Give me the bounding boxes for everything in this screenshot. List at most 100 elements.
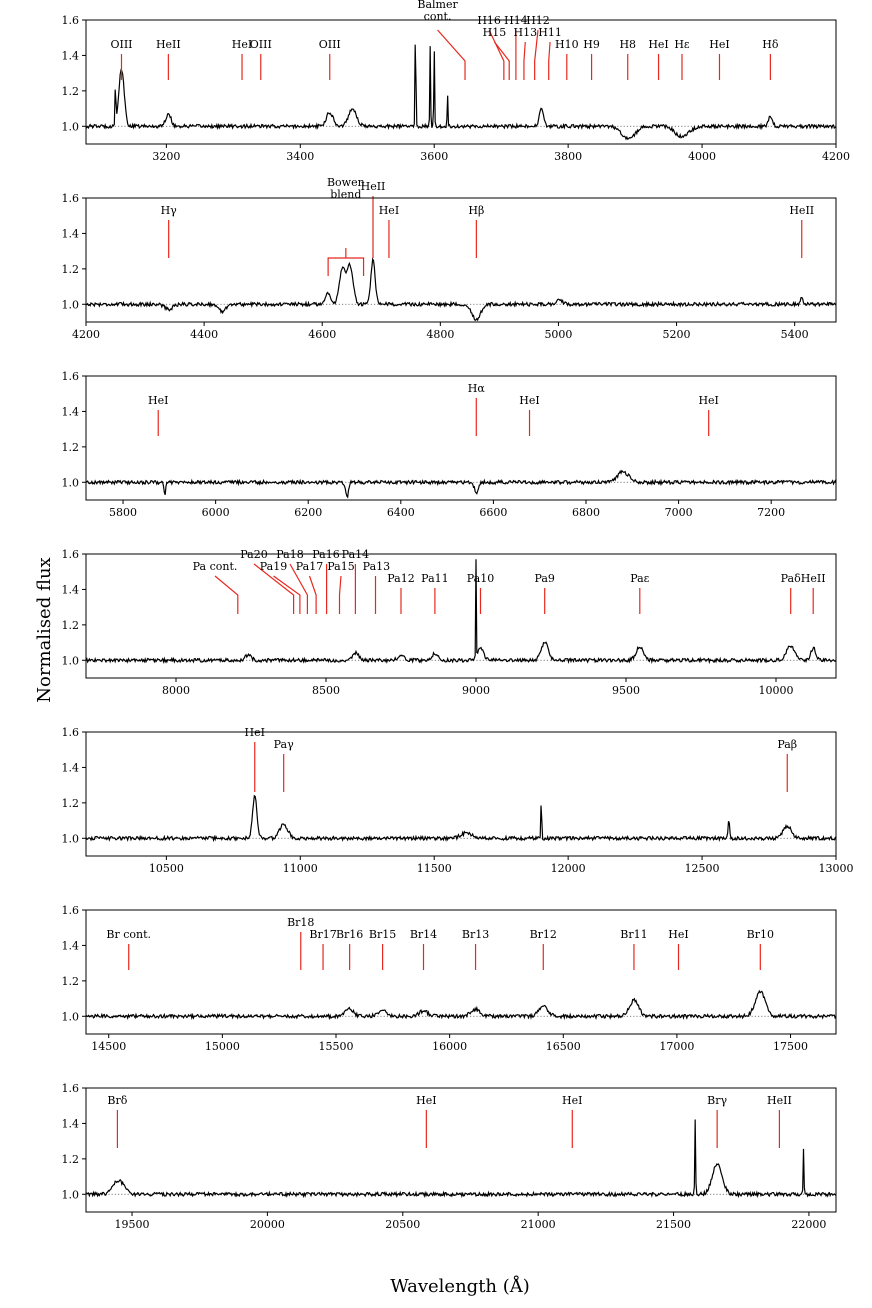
spectrum-line (86, 989, 836, 1021)
y-tick-label: 1.0 (62, 654, 80, 667)
line-label: H11 (538, 26, 562, 39)
line-label: Hδ (762, 38, 779, 51)
line-marker (253, 563, 295, 614)
line-label: Pa9 (534, 572, 554, 585)
line-marker (308, 575, 317, 614)
line-marker (523, 41, 526, 80)
x-tick-label: 21000 (521, 1218, 556, 1231)
spectrum-line (86, 469, 836, 499)
line-label-second: blend (330, 188, 361, 201)
line-marker (273, 575, 301, 614)
panel-frame (85, 731, 837, 857)
line-marker (338, 575, 342, 614)
y-tick-label: 1.2 (62, 85, 80, 98)
line-label: HeII (767, 1094, 792, 1107)
line-label: HeII (361, 180, 386, 193)
line-label: Paε (630, 572, 649, 585)
x-tick-label: 3200 (152, 150, 180, 163)
panel-frame (85, 375, 837, 501)
line-marker (289, 563, 308, 614)
line-label: Pa13 (363, 560, 390, 573)
panel-frame (85, 19, 837, 145)
line-label: HeI (709, 38, 729, 51)
line-label: HeI (562, 1094, 582, 1107)
line-label: Pa15 (327, 560, 354, 573)
panel-frame (85, 197, 837, 323)
line-label: HeI (698, 394, 718, 407)
x-tick-label: 3400 (286, 150, 314, 163)
x-tick-label: 11000 (283, 862, 318, 875)
y-tick-label: 1.6 (62, 726, 80, 739)
x-tick-label: 7200 (757, 506, 785, 519)
line-label: Bowen (327, 176, 365, 189)
y-tick-label: 1.0 (62, 476, 80, 489)
y-tick-label: 1.6 (62, 192, 80, 205)
x-tick-label: 21500 (656, 1218, 691, 1231)
x-tick-label: 4800 (426, 328, 454, 341)
y-tick-label: 1.6 (62, 14, 80, 27)
line-label: Br10 (747, 928, 774, 941)
x-tick-label: 14500 (91, 1040, 126, 1053)
x-tick-label: 4600 (308, 328, 336, 341)
x-tick-label: 5200 (663, 328, 691, 341)
y-axis-title: Normalised flux (34, 557, 55, 702)
x-tick-label: 15500 (319, 1040, 354, 1053)
x-tick-label: 20500 (385, 1218, 420, 1231)
line-label: HeI (668, 928, 688, 941)
panel-frame (85, 909, 837, 1035)
line-label: Br16 (336, 928, 363, 941)
line-label: HeII (156, 38, 181, 51)
x-tick-label: 6400 (387, 506, 415, 519)
panel-frame (85, 1087, 837, 1213)
line-label: Paδ (781, 572, 801, 585)
panel-frame (85, 553, 837, 679)
line-label: Hβ (468, 204, 484, 217)
y-tick-label: 1.2 (62, 797, 80, 810)
x-tick-label: 5000 (544, 328, 572, 341)
x-tick-label: 17000 (659, 1040, 694, 1053)
y-tick-label: 1.0 (62, 298, 80, 311)
line-label-second: cont. (424, 10, 452, 23)
spectrum-line (86, 1119, 836, 1199)
y-tick-label: 1.0 (62, 1188, 80, 1201)
y-tick-label: 1.4 (62, 49, 80, 62)
line-label: HeI (648, 38, 668, 51)
x-tick-label: 4400 (190, 328, 218, 341)
x-tick-label: 19500 (115, 1218, 150, 1231)
line-label: H9 (583, 38, 600, 51)
line-label: Br13 (462, 928, 489, 941)
line-marker (488, 29, 505, 80)
x-tick-label: 4000 (688, 150, 716, 163)
y-tick-label: 1.6 (62, 370, 80, 383)
line-label: H10 (555, 38, 579, 51)
bowen-bracket-marker (327, 248, 365, 276)
x-tick-label: 16500 (546, 1040, 581, 1053)
spectrum-line (86, 44, 836, 141)
y-tick-label: 1.6 (62, 904, 80, 917)
line-label: HeII (789, 204, 814, 217)
line-label: Pa12 (387, 572, 414, 585)
x-tick-label: 7000 (665, 506, 693, 519)
y-tick-label: 1.2 (62, 1153, 80, 1166)
x-tick-label: 16000 (432, 1040, 467, 1053)
x-tick-label: 6800 (572, 506, 600, 519)
y-tick-label: 1.4 (62, 1117, 80, 1130)
x-tick-label: 15000 (205, 1040, 240, 1053)
line-marker (214, 575, 239, 614)
line-label: OIII (319, 38, 341, 51)
x-tick-label: 3800 (554, 150, 582, 163)
line-marker (494, 41, 510, 80)
line-label: H8 (619, 38, 636, 51)
y-tick-label: 1.4 (62, 939, 80, 952)
x-tick-label: 22000 (791, 1218, 826, 1231)
line-label: Pa17 (296, 560, 323, 573)
y-tick-label: 1.4 (62, 405, 80, 418)
x-tick-label: 8000 (162, 684, 190, 697)
x-tick-label: 11500 (417, 862, 452, 875)
spectrum-line (86, 257, 836, 322)
